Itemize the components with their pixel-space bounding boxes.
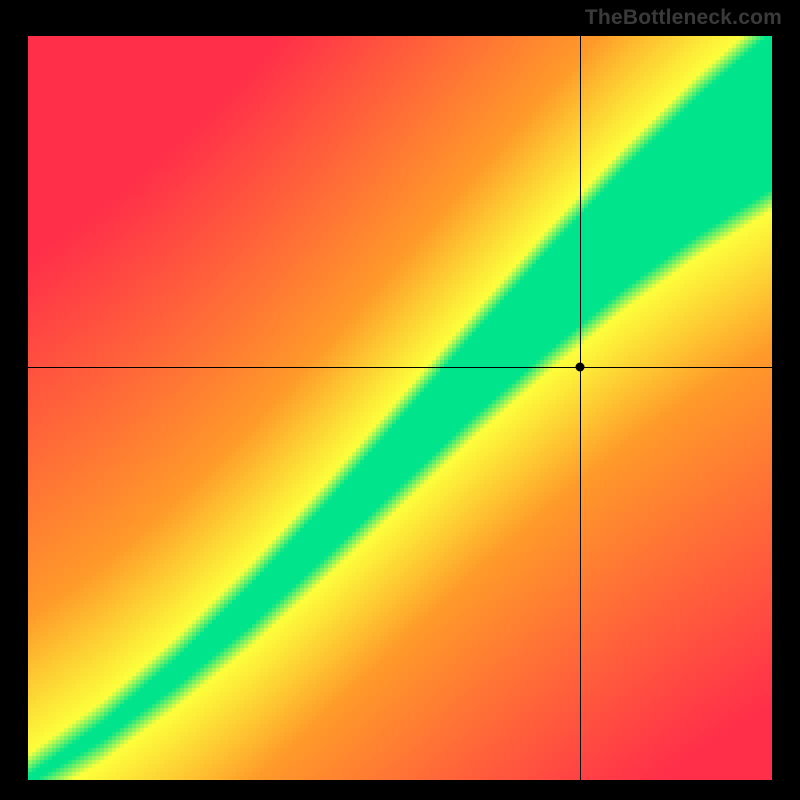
crosshair-vertical [580, 36, 581, 780]
crosshair-marker [576, 363, 585, 372]
chart-container: TheBottleneck.com [0, 0, 800, 800]
heatmap-plot [28, 36, 772, 780]
crosshair-horizontal [28, 367, 772, 368]
heatmap-canvas [28, 36, 772, 780]
watermark-text: TheBottleneck.com [585, 6, 782, 30]
